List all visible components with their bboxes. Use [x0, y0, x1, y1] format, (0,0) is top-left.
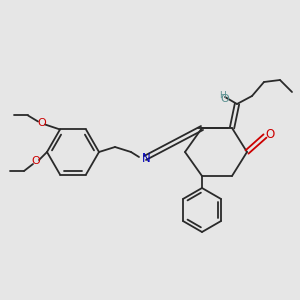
Text: H: H: [219, 91, 225, 100]
Text: O: O: [38, 118, 46, 128]
Text: N: N: [142, 152, 151, 164]
Text: O: O: [32, 156, 40, 166]
Text: O: O: [266, 128, 274, 140]
Text: O: O: [220, 94, 230, 104]
